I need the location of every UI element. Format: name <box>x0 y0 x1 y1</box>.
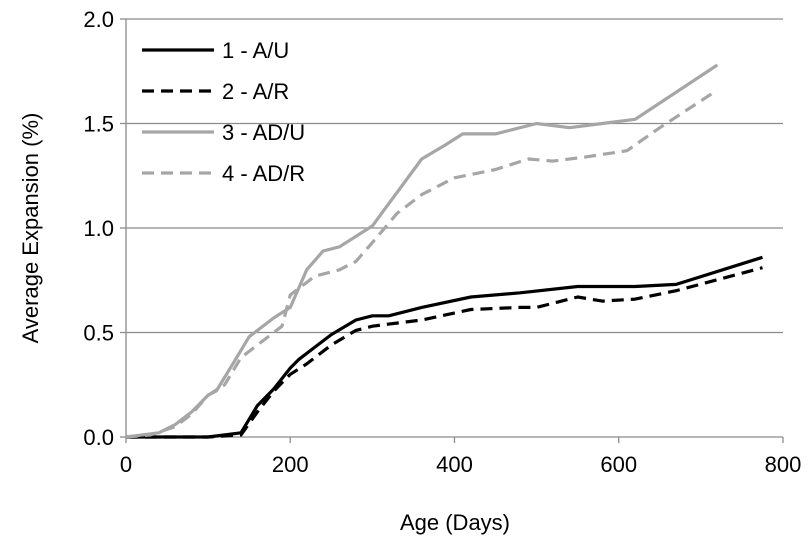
x-axis-title: Age (Days) <box>400 510 510 535</box>
x-tick-label: 200 <box>272 452 309 477</box>
x-tick-label: 400 <box>436 452 473 477</box>
x-tick-label: 0 <box>120 452 132 477</box>
y-tick-label: 1.0 <box>83 216 114 241</box>
legend: 1 - A/U 2 - A/R 3 - AD/U 4 - AD/R <box>142 38 305 186</box>
legend-label-3: 3 - AD/U <box>222 120 305 145</box>
y-tick-label: 0.0 <box>83 425 114 450</box>
y-tick-label: 1.5 <box>83 112 114 137</box>
series-line-4 <box>125 88 719 439</box>
y-tick-label: 0.5 <box>83 321 114 346</box>
y-tick-label: 2.0 <box>83 7 114 32</box>
legend-label-4: 4 - AD/R <box>222 161 305 186</box>
series-line-1 <box>126 255 763 439</box>
gridlines <box>126 18 783 334</box>
x-tick-label: 600 <box>600 452 637 477</box>
y-axis-title: Average Expansion (%) <box>18 113 43 344</box>
legend-label-2: 2 - A/R <box>222 79 289 104</box>
series-lines <box>125 63 763 439</box>
x-tick-label: 800 <box>765 452 802 477</box>
legend-label-1: 1 - A/U <box>222 38 289 63</box>
series-line-3 <box>125 63 719 439</box>
axes: 0.0 0.5 1.0 1.5 2.0 0 200 400 600 800 <box>83 7 801 477</box>
series-line-2 <box>126 266 763 439</box>
